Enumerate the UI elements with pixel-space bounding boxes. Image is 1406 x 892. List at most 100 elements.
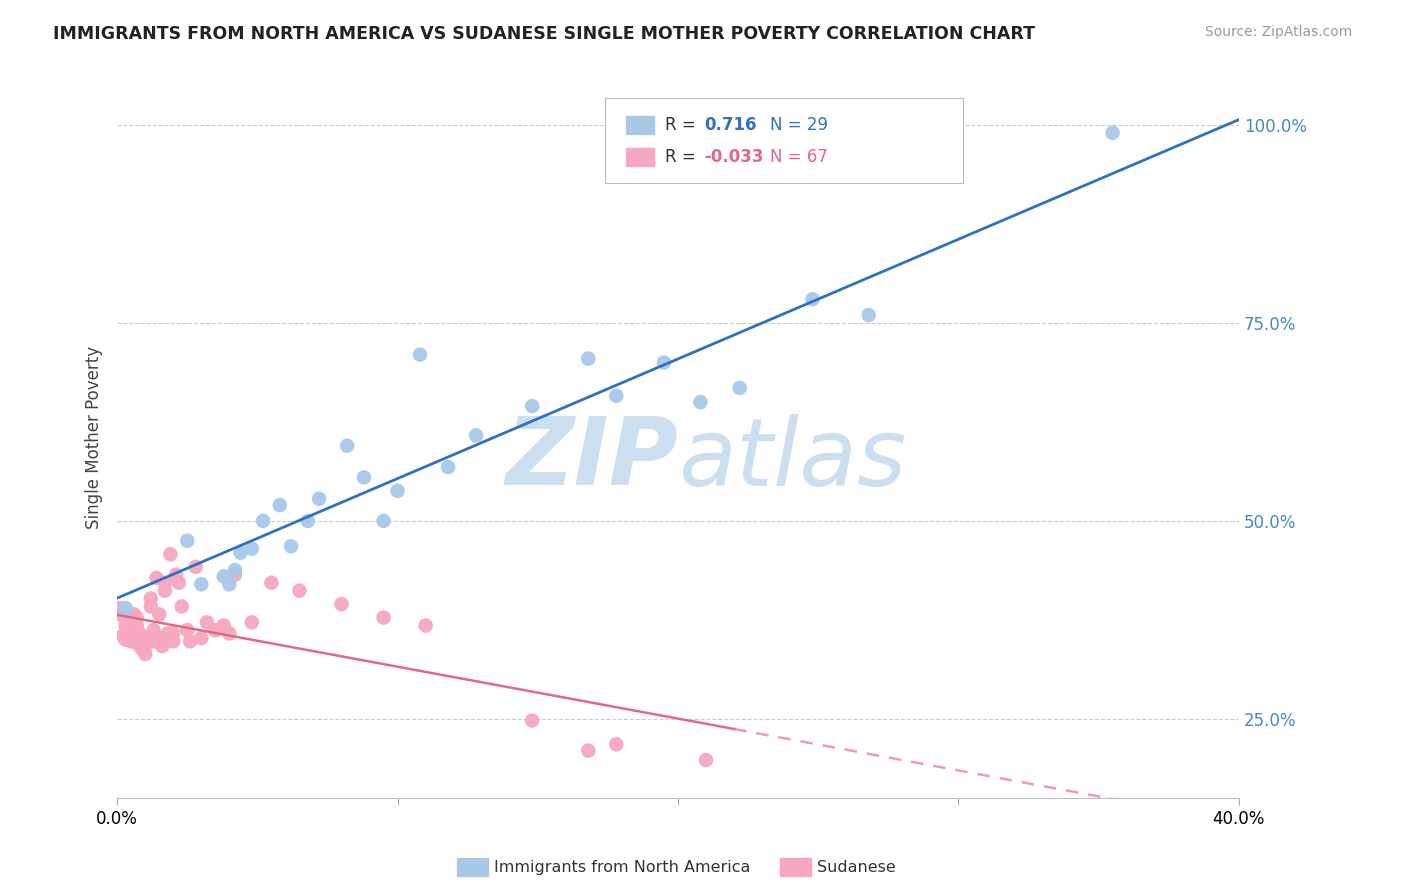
Text: atlas: atlas <box>678 414 907 505</box>
Text: -0.033: -0.033 <box>704 148 763 166</box>
Point <box>576 351 599 366</box>
Point <box>120 634 142 648</box>
Point <box>801 292 824 306</box>
Point <box>167 575 190 590</box>
Point <box>145 631 167 645</box>
Point <box>229 546 252 560</box>
Point <box>269 498 291 512</box>
Point <box>190 577 212 591</box>
Point <box>605 737 627 751</box>
Point <box>125 610 148 624</box>
Point <box>162 634 184 648</box>
Point <box>156 626 179 640</box>
Point <box>212 569 235 583</box>
Point <box>145 571 167 585</box>
Point <box>134 647 156 661</box>
Point <box>184 560 207 574</box>
Point <box>156 634 179 648</box>
Point <box>142 624 165 638</box>
Point <box>437 460 460 475</box>
Point <box>131 642 153 657</box>
Point <box>114 632 136 647</box>
Point <box>136 631 159 645</box>
Point <box>218 626 240 640</box>
Point <box>108 601 131 615</box>
Point <box>125 631 148 645</box>
Point <box>336 439 359 453</box>
Point <box>522 399 544 413</box>
Point <box>415 618 437 632</box>
Point <box>605 389 627 403</box>
Point <box>179 634 201 648</box>
Point <box>353 470 375 484</box>
Point <box>409 348 432 362</box>
Point <box>150 631 173 645</box>
Text: IMMIGRANTS FROM NORTH AMERICA VS SUDANESE SINGLE MOTHER POVERTY CORRELATION CHAR: IMMIGRANTS FROM NORTH AMERICA VS SUDANES… <box>53 25 1035 43</box>
Point <box>122 634 145 648</box>
Point <box>218 577 240 591</box>
Point <box>308 491 330 506</box>
Point <box>134 634 156 648</box>
Point <box>387 483 409 498</box>
Point <box>1101 126 1123 140</box>
Point <box>165 567 187 582</box>
Point <box>136 634 159 648</box>
Text: Immigrants from North America: Immigrants from North America <box>494 860 749 874</box>
Point <box>117 624 139 638</box>
Point <box>159 547 181 561</box>
Point <box>522 714 544 728</box>
Point <box>125 626 148 640</box>
Point <box>280 539 302 553</box>
Point <box>134 639 156 653</box>
Text: N = 67: N = 67 <box>770 148 828 166</box>
Y-axis label: Single Mother Poverty: Single Mother Poverty <box>86 346 103 529</box>
Point <box>122 607 145 622</box>
Point <box>131 634 153 648</box>
Point <box>122 624 145 638</box>
Point <box>170 599 193 614</box>
Point <box>689 395 711 409</box>
Point <box>195 615 218 630</box>
Point <box>128 634 150 648</box>
Point <box>260 575 283 590</box>
Point <box>120 626 142 640</box>
Point <box>128 631 150 645</box>
Point <box>153 583 176 598</box>
Point <box>111 629 134 643</box>
Point <box>465 428 488 442</box>
Point <box>224 567 246 582</box>
Point <box>330 597 353 611</box>
Point <box>139 591 162 606</box>
Point <box>120 615 142 630</box>
Point <box>297 514 319 528</box>
Point <box>148 634 170 648</box>
Text: R =: R = <box>665 148 702 166</box>
Text: 0.716: 0.716 <box>704 116 756 135</box>
Point <box>204 624 226 638</box>
Point <box>576 743 599 757</box>
Text: ZIP: ZIP <box>505 413 678 506</box>
Point <box>240 541 263 556</box>
Point <box>252 514 274 528</box>
Point <box>117 631 139 645</box>
Point <box>176 624 198 638</box>
Point <box>288 583 311 598</box>
Point <box>142 634 165 648</box>
Point <box>150 639 173 653</box>
Point <box>652 355 675 369</box>
Point <box>125 618 148 632</box>
Point <box>148 607 170 622</box>
Point <box>162 626 184 640</box>
Point <box>373 514 395 528</box>
Point <box>240 615 263 630</box>
Point <box>128 626 150 640</box>
Point <box>212 618 235 632</box>
Point <box>190 631 212 645</box>
Point <box>224 563 246 577</box>
Text: R =: R = <box>665 116 702 135</box>
Point <box>858 308 880 322</box>
Point <box>728 381 751 395</box>
Point <box>139 599 162 614</box>
Point <box>111 609 134 624</box>
Text: Source: ZipAtlas.com: Source: ZipAtlas.com <box>1205 25 1353 39</box>
